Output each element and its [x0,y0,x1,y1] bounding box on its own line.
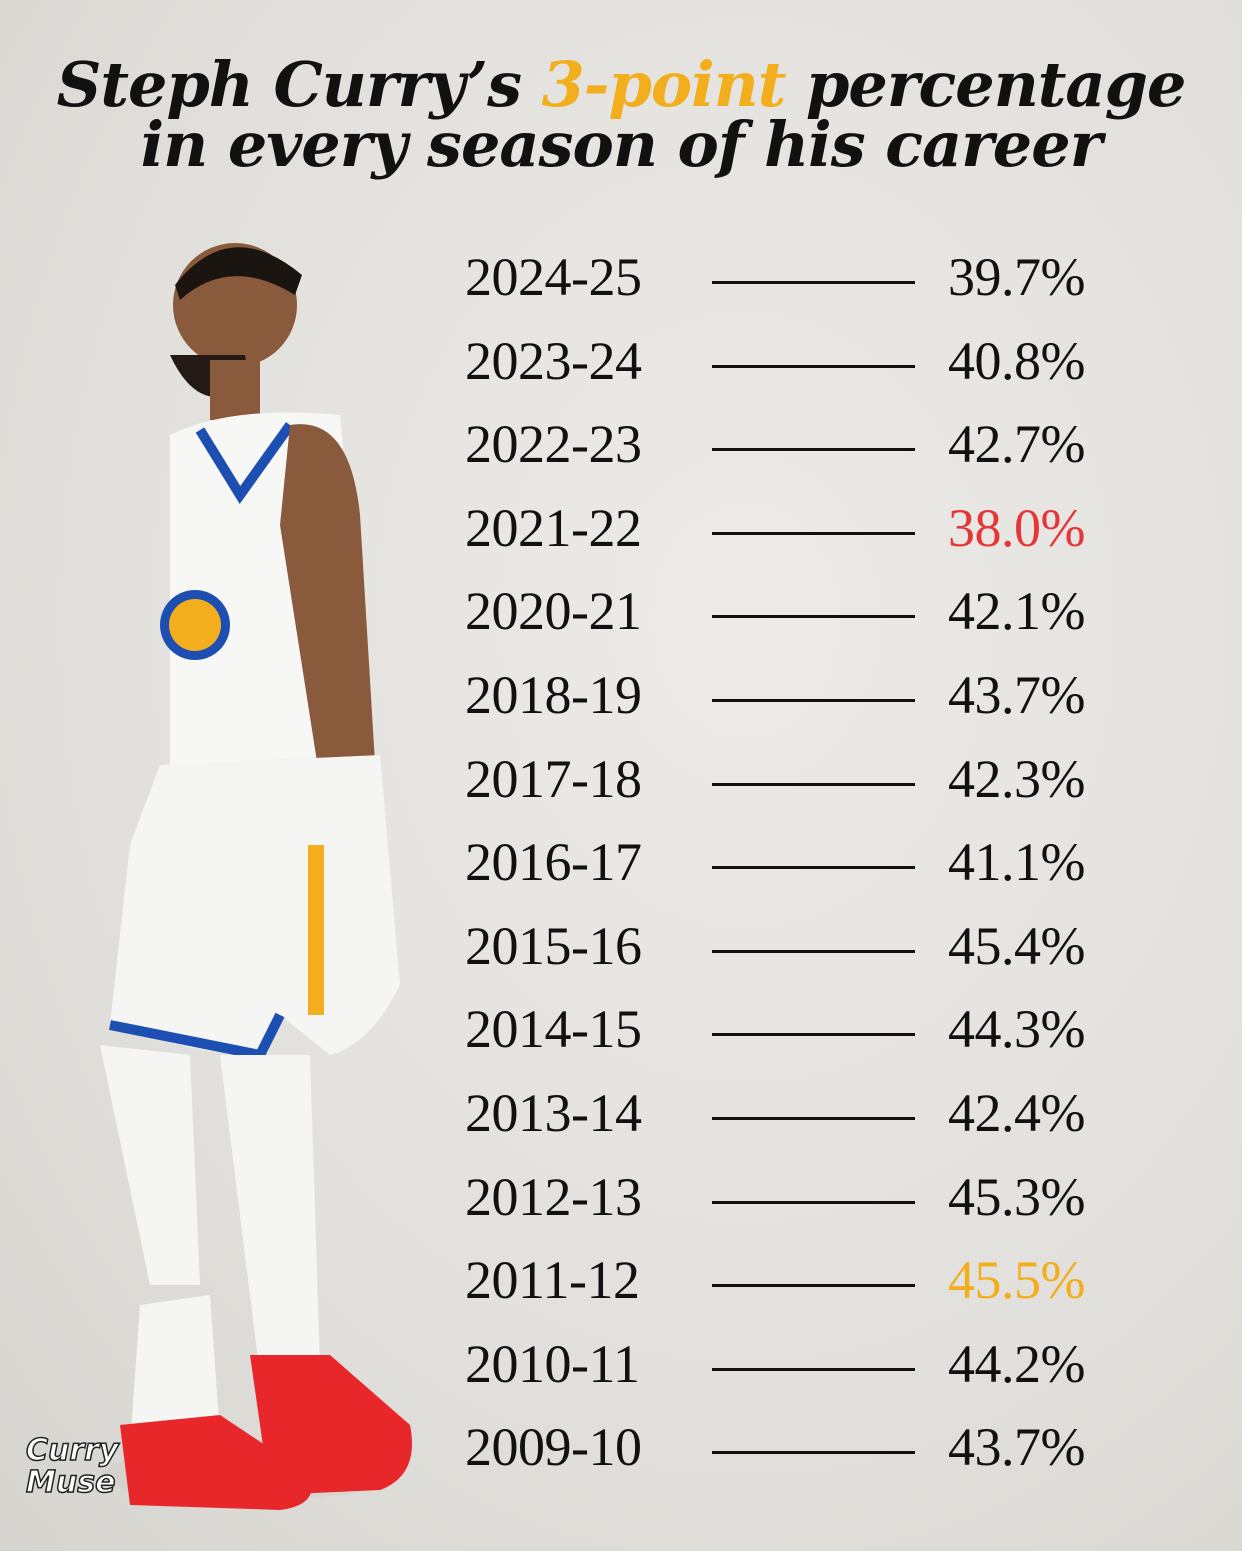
title-line-2: in every season of his career [140,108,1103,181]
percentage-value: 43.7% [948,1417,1085,1478]
player-illustration [100,243,412,1510]
connector-line [712,281,915,284]
percentage-value: 44.2% [948,1333,1085,1394]
title-line-1: Steph Curry’s 3-point percentage [0,54,1242,116]
percentage-value: 42.7% [948,414,1085,475]
season-label: 2013-14 [465,1083,642,1143]
connector-line [712,615,915,619]
season-label: 2021-22 [465,497,642,558]
percentage-value: 40.8% [948,330,1085,391]
connector-line [712,1367,915,1371]
stat-row: 2011-12 45.5% [0,1240,1242,1320]
stat-row: 2024-25 39.7% [0,237,1242,317]
percentage-value: 45.3% [948,1166,1085,1227]
stat-row: 2018-19 43.7% [0,655,1242,735]
connector-line [712,364,915,368]
title-highlight: 3-point [541,48,787,121]
season-label: 2020-21 [465,581,642,642]
connector-line [712,1033,915,1037]
stat-row: 2017-18 42.3% [0,739,1242,819]
stat-row: 2012-13 45.3% [0,1157,1242,1237]
connector-line [712,949,915,953]
percentage-value: 44.3% [948,999,1085,1060]
percentage-value: 42.4% [948,1083,1085,1143]
percentage-value: 45.5% [948,1250,1085,1311]
connector-line [712,1451,915,1455]
stat-row: 2010-11 44.2% [0,1324,1242,1404]
stat-row: 2014-15 44.3% [0,989,1242,1069]
season-label: 2024-25 [465,247,642,307]
connector-line [712,699,915,702]
season-label: 2017-18 [465,748,642,809]
stat-row: 2015-16 45.4% [0,906,1242,986]
stat-row: 2016-17 41.1% [0,822,1242,902]
connector-line [712,1200,915,1204]
percentage-value: 42.3% [948,748,1085,809]
stat-row: 2013-14 42.4% [0,1073,1242,1153]
connector-line [712,1117,915,1120]
watermark: Muse [25,1465,116,1500]
connector-line [712,782,915,786]
season-label: 2018-19 [465,665,642,725]
season-label: 2011-12 [465,1250,640,1311]
connector-line [712,448,915,452]
percentage-value: 39.7% [948,247,1085,307]
season-label: 2009-10 [465,1417,642,1478]
season-label: 2014-15 [465,999,642,1060]
connector-line [712,531,915,535]
stat-row: 2021-22 38.0% [0,488,1242,568]
percentage-value: 38.0% [948,497,1085,558]
connector-line [712,866,915,870]
stat-row: 2009-10 43.7% [0,1407,1242,1487]
stat-row: 2023-24 40.8% [0,321,1242,401]
season-label: 2022-23 [465,414,642,475]
connector-line [712,1284,915,1288]
watermark: Curry [25,1433,119,1468]
percentage-value: 41.1% [948,832,1085,893]
percentage-value: 42.1% [948,581,1085,642]
season-label: 2015-16 [465,915,642,976]
title-text: percentage [806,48,1186,121]
percentage-value: 45.4% [948,915,1085,976]
title-text: Steph Curry’s [56,48,522,121]
season-label: 2016-17 [465,832,642,893]
stat-row: 2022-23 42.7% [0,404,1242,484]
season-label: 2010-11 [465,1333,640,1394]
season-label: 2012-13 [465,1166,642,1227]
stat-row: 2020-21 42.1% [0,571,1242,651]
season-label: 2023-24 [465,330,642,391]
percentage-value: 43.7% [948,665,1085,725]
